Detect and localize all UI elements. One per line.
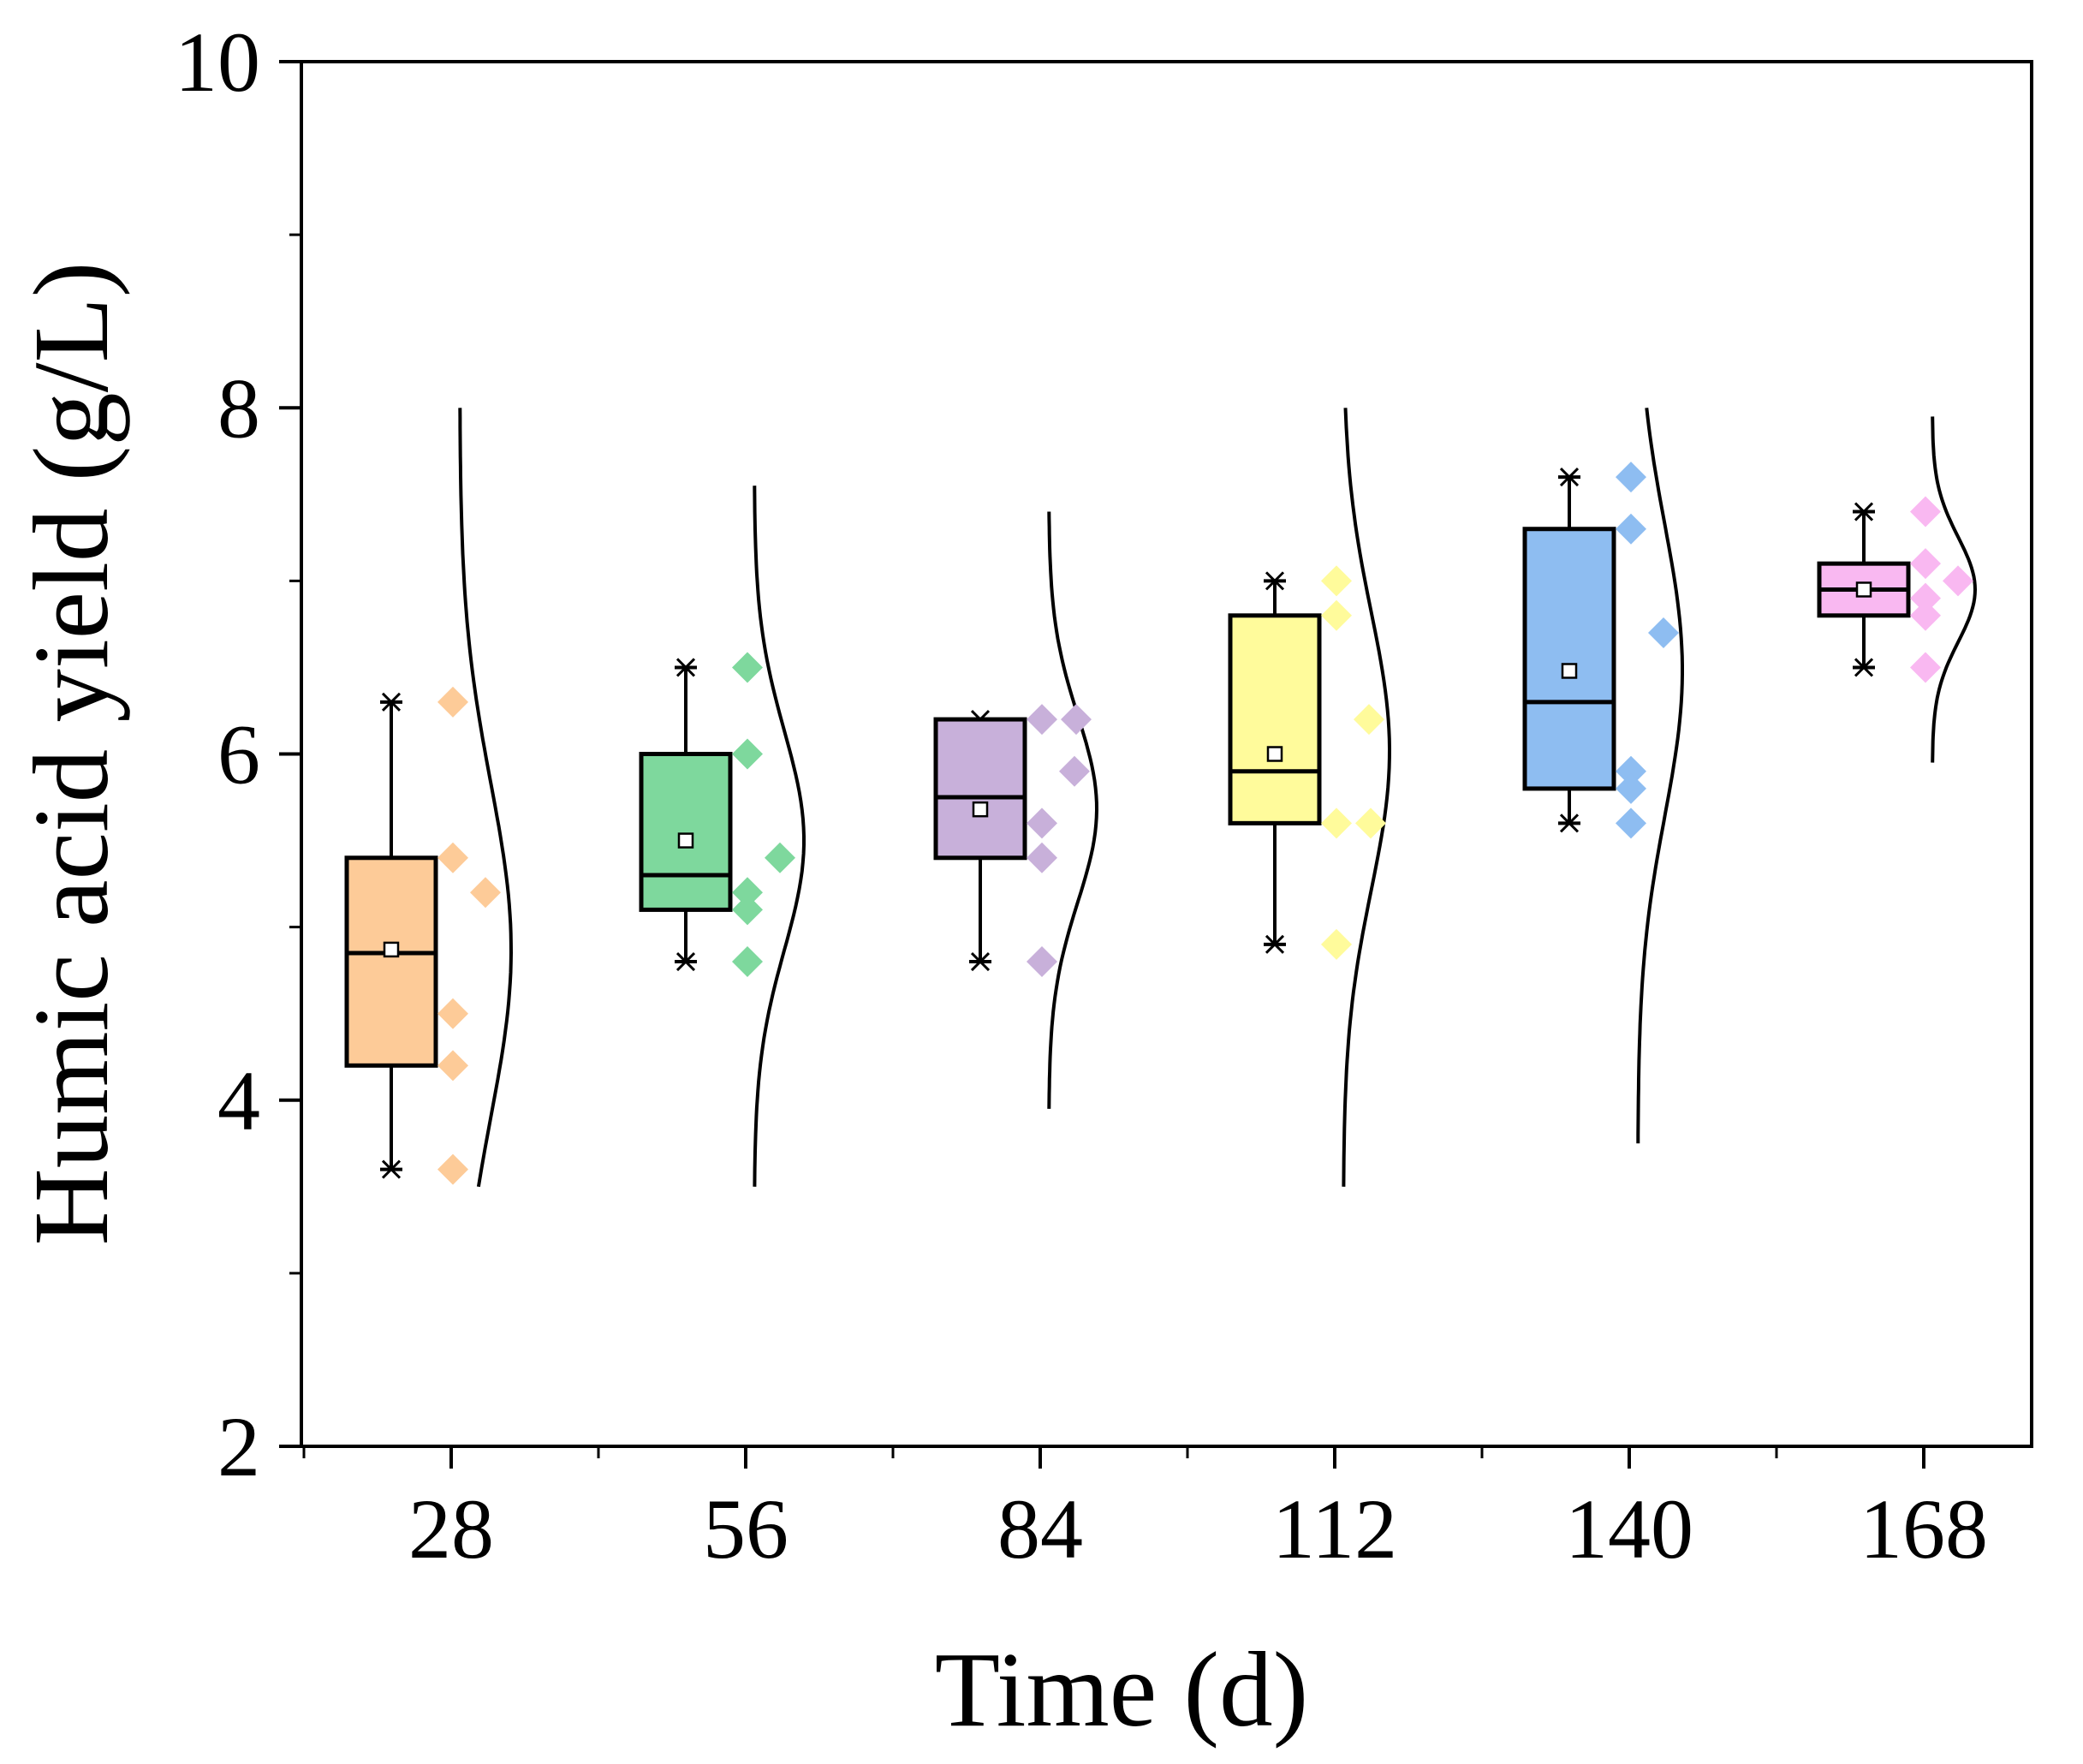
data-point bbox=[1321, 928, 1352, 960]
data-point bbox=[1616, 462, 1646, 493]
data-point bbox=[1027, 808, 1057, 839]
x-tick-label: 168 bbox=[1860, 1481, 1988, 1576]
whisker-end-marker bbox=[1559, 468, 1580, 487]
data-point bbox=[765, 842, 795, 873]
data-point bbox=[470, 877, 501, 909]
series-84 bbox=[933, 511, 1099, 1109]
whisker-end-marker bbox=[381, 692, 402, 712]
x-tick-label: 56 bbox=[703, 1481, 789, 1576]
y-tick-label: 2 bbox=[217, 1399, 260, 1494]
whisker-end-marker bbox=[1265, 571, 1285, 591]
data-point bbox=[1910, 582, 1941, 614]
y-tick-label: 4 bbox=[217, 1053, 260, 1148]
data-point bbox=[1910, 599, 1941, 631]
density-curve bbox=[1636, 408, 1684, 1144]
x-tick-label: 140 bbox=[1565, 1481, 1693, 1576]
data-point bbox=[1616, 755, 1646, 787]
data-point bbox=[1027, 946, 1057, 978]
series-140 bbox=[1522, 408, 1684, 1144]
data-point bbox=[732, 946, 763, 978]
whisker-end-marker bbox=[1854, 658, 1874, 677]
whisker-end-marker bbox=[381, 1159, 402, 1179]
data-point bbox=[732, 652, 763, 683]
box-iqr bbox=[639, 752, 733, 912]
box-iqr bbox=[1228, 613, 1322, 825]
mean-marker bbox=[972, 801, 989, 818]
box-iqr bbox=[933, 717, 1027, 861]
box-iqr bbox=[1522, 527, 1616, 791]
whisker-end-marker bbox=[675, 658, 696, 677]
y-axis-title: Humic acid yield (g/L) bbox=[13, 262, 131, 1246]
y-tick-label: 10 bbox=[175, 15, 260, 110]
data-point bbox=[1321, 808, 1352, 839]
x-tick-label: 28 bbox=[408, 1481, 494, 1576]
data-point bbox=[1355, 808, 1386, 839]
data-point bbox=[1321, 599, 1352, 631]
whisker-end-marker bbox=[1559, 813, 1580, 833]
data-point bbox=[1910, 652, 1941, 683]
data-point bbox=[1027, 842, 1057, 873]
series-56 bbox=[639, 486, 806, 1187]
data-point bbox=[437, 998, 468, 1029]
data-point bbox=[437, 842, 468, 873]
data-point bbox=[1616, 513, 1646, 545]
x-tick-label: 84 bbox=[997, 1481, 1083, 1576]
data-point bbox=[437, 686, 468, 718]
data-point bbox=[1910, 548, 1941, 580]
data-point bbox=[1943, 565, 1973, 597]
x-axis-title: Time (d) bbox=[935, 1631, 1308, 1749]
x-tick-label: 112 bbox=[1272, 1481, 1397, 1576]
data-point bbox=[1616, 772, 1646, 804]
data-point bbox=[1061, 704, 1092, 736]
data-point bbox=[1321, 565, 1352, 597]
data-point bbox=[1910, 496, 1941, 527]
density-curve bbox=[1931, 416, 1978, 763]
box-iqr bbox=[344, 855, 438, 1068]
data-point bbox=[732, 877, 763, 909]
mean-marker bbox=[1855, 581, 1872, 598]
mean-marker bbox=[383, 941, 400, 958]
data-point bbox=[1354, 704, 1384, 736]
mean-marker bbox=[677, 832, 694, 849]
axes: 2 4 6 8 10 28 56 84 112 140 168 bbox=[175, 15, 1988, 1576]
mean-marker bbox=[1561, 663, 1578, 679]
series-112 bbox=[1228, 408, 1392, 1187]
y-tick-label: 6 bbox=[217, 707, 260, 802]
data-point bbox=[437, 1050, 468, 1082]
series-168 bbox=[1817, 416, 1978, 763]
data-point bbox=[1059, 755, 1090, 787]
data-point bbox=[1648, 617, 1679, 649]
data-point bbox=[732, 894, 763, 926]
mean-marker bbox=[1266, 746, 1283, 762]
data-point bbox=[437, 1153, 468, 1185]
whisker-end-marker bbox=[1854, 502, 1874, 521]
series-28 bbox=[344, 408, 514, 1188]
density-curve bbox=[1342, 408, 1392, 1187]
density-curve bbox=[753, 486, 806, 1187]
whisker-end-marker bbox=[675, 951, 696, 972]
y-tick-label: 8 bbox=[217, 361, 260, 456]
whisker-end-marker bbox=[970, 951, 991, 972]
density-curve bbox=[1047, 511, 1099, 1109]
density-curve bbox=[458, 408, 514, 1188]
plot-area bbox=[344, 408, 1978, 1188]
data-point bbox=[1027, 704, 1057, 736]
data-point bbox=[1616, 808, 1646, 839]
data-point bbox=[732, 738, 763, 770]
whisker-end-marker bbox=[1265, 934, 1285, 954]
